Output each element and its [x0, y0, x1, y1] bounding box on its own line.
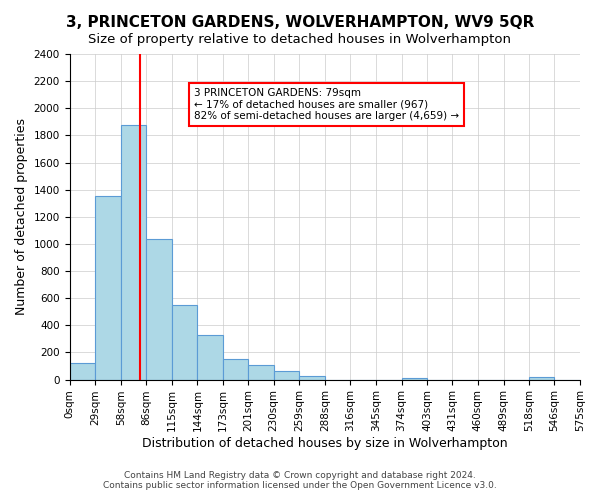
Bar: [529, 377, 554, 380]
Bar: [401, 378, 427, 380]
Bar: [70, 362, 95, 380]
Bar: [95, 196, 121, 380]
Bar: [197, 335, 223, 380]
Bar: [248, 364, 274, 380]
Bar: [299, 376, 325, 380]
Bar: [121, 124, 146, 380]
Y-axis label: Number of detached properties: Number of detached properties: [15, 118, 28, 316]
Bar: [274, 372, 299, 380]
Text: Contains HM Land Registry data © Crown copyright and database right 2024.
Contai: Contains HM Land Registry data © Crown c…: [103, 470, 497, 490]
Bar: [146, 238, 172, 380]
Text: 3, PRINCETON GARDENS, WOLVERHAMPTON, WV9 5QR: 3, PRINCETON GARDENS, WOLVERHAMPTON, WV9…: [66, 15, 534, 30]
Text: Size of property relative to detached houses in Wolverhampton: Size of property relative to detached ho…: [89, 32, 511, 46]
Bar: [172, 305, 197, 380]
Text: 3 PRINCETON GARDENS: 79sqm
← 17% of detached houses are smaller (967)
82% of sem: 3 PRINCETON GARDENS: 79sqm ← 17% of deta…: [194, 88, 459, 121]
Bar: [223, 358, 248, 380]
X-axis label: Distribution of detached houses by size in Wolverhampton: Distribution of detached houses by size …: [142, 437, 508, 450]
